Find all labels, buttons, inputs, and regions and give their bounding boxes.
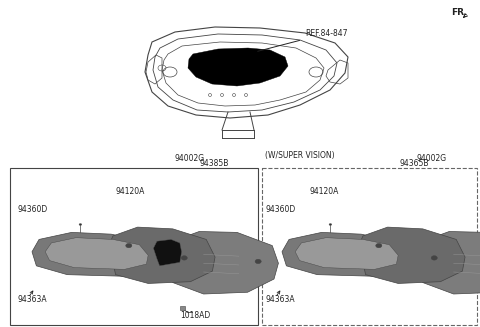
Text: (W/SUPER VISION): (W/SUPER VISION)	[265, 151, 335, 160]
Polygon shape	[282, 232, 409, 276]
Ellipse shape	[181, 256, 187, 260]
Polygon shape	[107, 227, 215, 284]
Polygon shape	[357, 227, 465, 284]
Text: FR.: FR.	[452, 8, 468, 17]
Ellipse shape	[79, 224, 82, 225]
Text: 94365B: 94365B	[400, 159, 430, 168]
Text: 94002G: 94002G	[175, 154, 205, 163]
Polygon shape	[188, 48, 288, 86]
Text: 94002G: 94002G	[417, 154, 447, 163]
Text: 1018AD: 1018AD	[180, 311, 210, 319]
Text: 94120A: 94120A	[310, 187, 339, 197]
Ellipse shape	[376, 243, 382, 248]
Bar	[180, 306, 185, 310]
Ellipse shape	[126, 243, 132, 248]
Polygon shape	[414, 232, 480, 294]
Polygon shape	[154, 239, 181, 266]
Polygon shape	[32, 232, 159, 276]
Polygon shape	[45, 238, 148, 269]
Text: 94363A: 94363A	[265, 296, 295, 304]
Text: 94120A: 94120A	[115, 187, 144, 197]
Ellipse shape	[329, 224, 332, 225]
Text: 94363A: 94363A	[17, 296, 47, 304]
Ellipse shape	[431, 256, 437, 260]
Ellipse shape	[255, 259, 261, 264]
Text: 94385B: 94385B	[200, 159, 229, 168]
Text: 94360D: 94360D	[265, 205, 295, 215]
Text: 94360D: 94360D	[17, 205, 47, 215]
Polygon shape	[164, 232, 278, 294]
Text: REF.84-847: REF.84-847	[258, 29, 348, 51]
Polygon shape	[295, 238, 398, 269]
